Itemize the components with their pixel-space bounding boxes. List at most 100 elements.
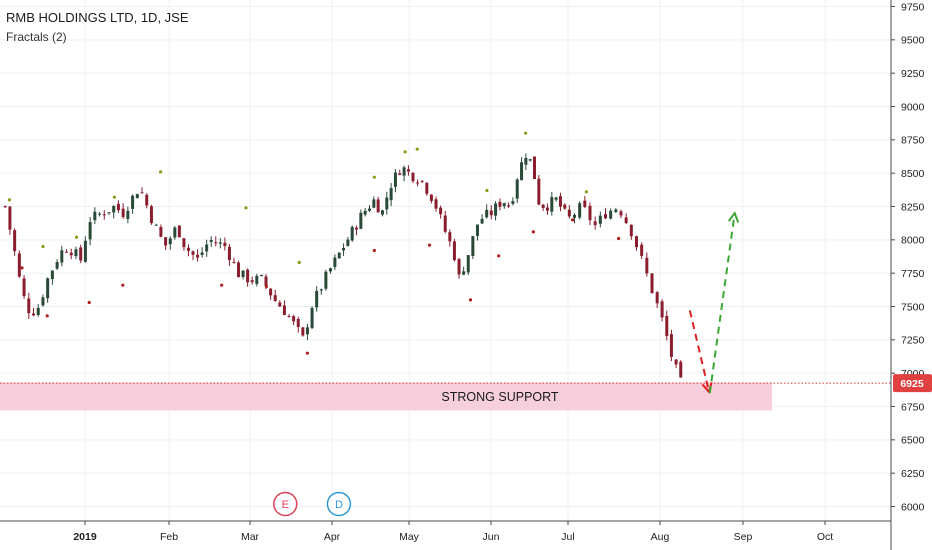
fractal-up (159, 170, 163, 174)
candle-body (69, 252, 73, 256)
candle-body (209, 240, 213, 242)
candle-body (448, 232, 452, 242)
candle-body (112, 205, 116, 213)
candle-body (319, 289, 323, 291)
candle-body (41, 297, 45, 306)
candle-body (485, 209, 489, 218)
x-tick-label: May (399, 531, 420, 543)
candle-body (572, 214, 576, 218)
candle-body (393, 172, 397, 187)
candle-body (434, 199, 438, 209)
candle-body (13, 230, 17, 252)
fractal-up (584, 190, 589, 194)
candle-body (609, 210, 613, 219)
candle-body (74, 249, 78, 257)
candle-body (650, 273, 654, 293)
candle-body (50, 270, 54, 280)
y-tick-label: 9000 (901, 101, 925, 113)
candle-body (462, 271, 466, 275)
candle-body (507, 205, 511, 207)
symbol-title: RMB HOLDINGS LTD, 1D, JSE (6, 10, 189, 25)
candle-body (237, 262, 241, 278)
candle-body (563, 204, 567, 209)
fractal-down (497, 254, 501, 258)
candle-body (83, 240, 87, 262)
x-tick-label: Sep (734, 531, 753, 543)
candle-body (420, 180, 424, 182)
candle-body (328, 268, 332, 272)
candle-body (214, 242, 218, 244)
candle-body (310, 308, 314, 329)
candle-body (218, 242, 222, 244)
candle-body (107, 212, 111, 214)
candle-body (79, 247, 83, 261)
candle-body (333, 257, 337, 267)
candle-body (173, 227, 177, 238)
candle-body (223, 242, 227, 247)
grid-lines (0, 0, 891, 521)
y-tick-label: 8500 (901, 168, 925, 180)
event-label: D (335, 499, 343, 511)
candle-body (250, 280, 254, 283)
candle-body (425, 182, 429, 194)
candle-body (135, 194, 139, 199)
candle-body (363, 210, 367, 215)
candle-body (355, 227, 359, 230)
fractal-down (87, 300, 91, 305)
candle-body (634, 236, 638, 248)
candle-body (88, 222, 92, 240)
candle-body (154, 224, 158, 226)
candle-body (398, 173, 402, 175)
candle-body (60, 250, 64, 263)
fractal-up (372, 175, 376, 179)
candle-body (640, 244, 644, 256)
fractal-up (297, 260, 301, 265)
candle-body (402, 167, 406, 176)
candle-body (583, 200, 587, 207)
candle-body (545, 207, 549, 211)
fractal-down (20, 266, 24, 270)
y-tick-label: 9250 (901, 68, 925, 80)
event-marker-e[interactable]: E (273, 491, 298, 517)
y-tick-label: 9500 (901, 35, 925, 47)
y-tick-label: 6500 (901, 435, 925, 447)
candle-body (232, 261, 236, 263)
candle-body (443, 215, 447, 232)
fractal-up (403, 150, 407, 154)
candle-body (376, 199, 380, 213)
candle-body (558, 196, 562, 207)
event-circle (326, 491, 352, 517)
candle-body (494, 203, 498, 216)
candle-body (380, 210, 384, 215)
candle-body (27, 298, 31, 314)
fractal-down (531, 230, 535, 234)
candle-body (567, 209, 571, 217)
x-tick-label: Aug (651, 531, 670, 543)
candle-body (131, 195, 135, 209)
candle-body (385, 197, 389, 210)
candle-body (196, 254, 200, 258)
candle-body (191, 251, 195, 255)
candle-body (121, 208, 125, 218)
y-tick-label: 6250 (901, 468, 925, 480)
candle-body (429, 194, 433, 201)
candle-body (264, 276, 268, 287)
candle-body (337, 252, 341, 259)
y-tick-label: 6750 (901, 401, 925, 413)
fractal-down (468, 298, 473, 302)
candle-body (315, 290, 319, 308)
candle-body (102, 214, 106, 216)
event-marker-d[interactable]: D (326, 491, 352, 517)
projection-down-arrow (688, 310, 710, 393)
fractal-up (485, 188, 489, 193)
candle-body (498, 201, 502, 207)
fractal-down (220, 283, 224, 287)
candle-body (164, 237, 168, 246)
y-tick-label: 8000 (901, 235, 925, 247)
candle-body (282, 305, 286, 315)
candle-body (65, 251, 69, 253)
y-tick-label: 9750 (901, 1, 925, 13)
fractal-up (415, 147, 419, 151)
